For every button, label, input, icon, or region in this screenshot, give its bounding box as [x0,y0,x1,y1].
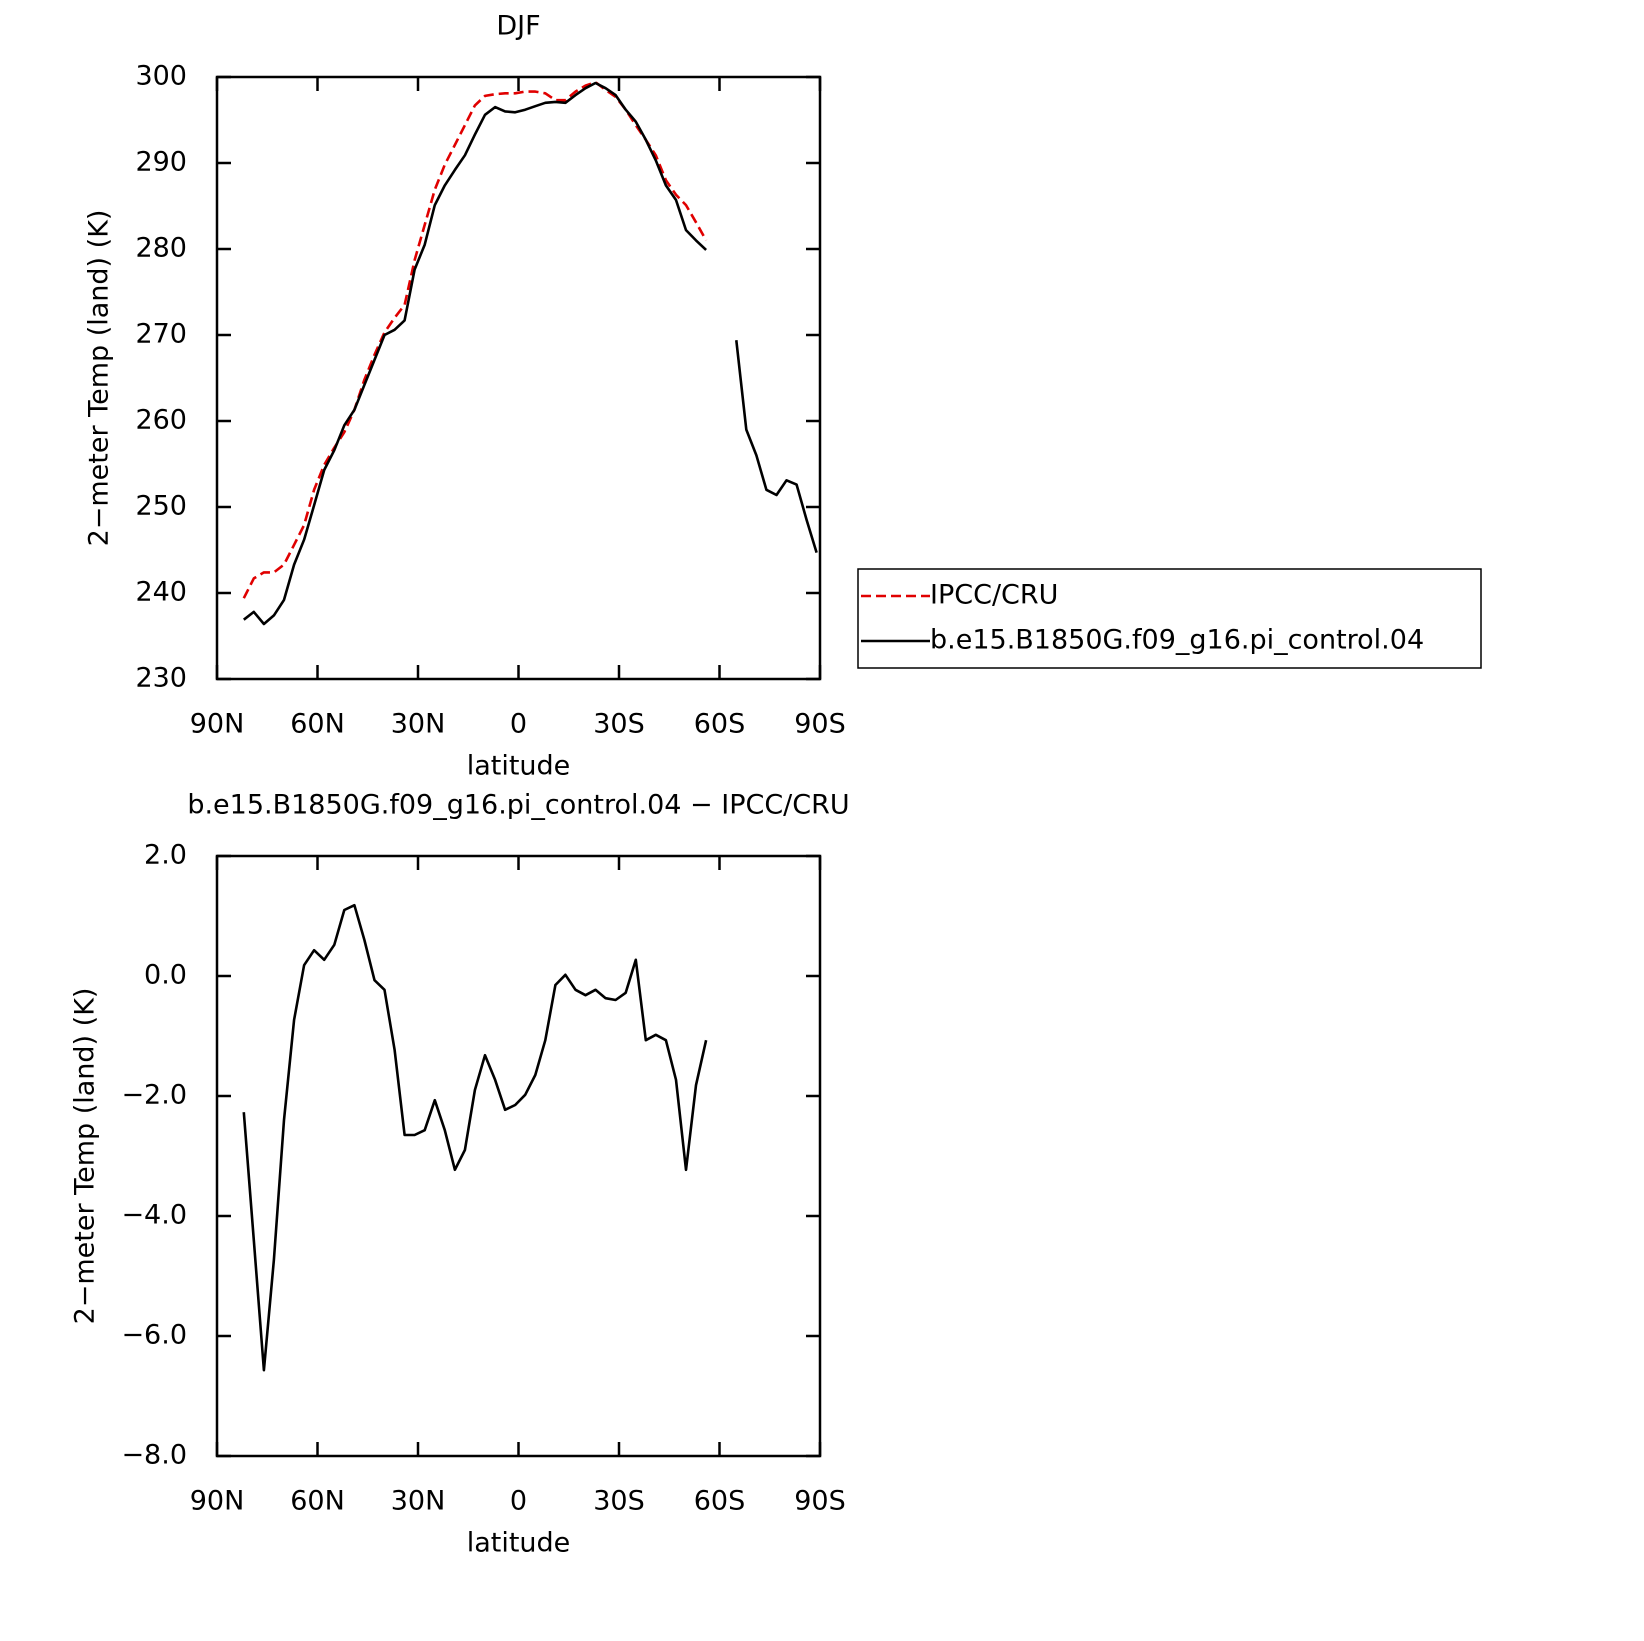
x-tick-label: 60S [694,709,746,740]
data-line [243,81,818,626]
y-tick-label: 250 [135,491,187,522]
x-axis-label: latitude [467,1528,571,1559]
y-tick-label: −2.0 [121,1080,187,1111]
y-tick-label: 0.0 [144,960,187,991]
x-tick-label: 0 [510,709,527,740]
data-line [242,80,708,599]
legend-label: b.e15.B1850G.f09_g16.pi_control.04 [930,625,1424,656]
x-tick-label: 60S [694,1486,746,1517]
y-tick-label: 290 [135,147,187,178]
x-tick-label: 90N [190,1486,245,1517]
y-axis-label: 2−meter Temp (land) (K) [70,988,101,1325]
y-tick-label: 280 [135,233,187,264]
y-tick-label: 300 [135,61,187,92]
y-tick-label: −8.0 [121,1440,187,1471]
plot-frame [215,75,822,681]
y-tick-label: −4.0 [121,1200,187,1231]
y-axis-label: 2−meter Temp (land) (K) [84,210,115,547]
y-tick-label: 2.0 [144,840,187,871]
chart-title: DJF [496,11,540,42]
x-tick-label: 60N [290,709,345,740]
x-axis-label: latitude [467,751,571,782]
x-tick-label: 60N [290,1486,345,1517]
x-tick-label: 90S [794,1486,846,1517]
x-tick-label: 0 [510,1486,527,1517]
x-tick-label: 30N [391,709,446,740]
legend-box [857,568,1482,669]
legend-label: IPCC/CRU [930,580,1058,611]
x-tick-label: 30S [593,709,645,740]
y-tick-label: 270 [135,319,187,350]
data-line [242,903,708,1372]
x-tick-label: 30S [593,1486,645,1517]
x-tick-label: 90S [794,709,846,740]
y-tick-label: 230 [135,663,187,694]
y-tick-label: 260 [135,405,187,436]
y-tick-label: 240 [135,577,187,608]
x-tick-label: 90N [190,709,245,740]
chart-title: b.e15.B1850G.f09_g16.pi_control.04 − IPC… [187,790,849,821]
y-tick-label: −6.0 [121,1320,187,1351]
plot-frame [215,854,822,1458]
x-tick-label: 30N [391,1486,446,1517]
